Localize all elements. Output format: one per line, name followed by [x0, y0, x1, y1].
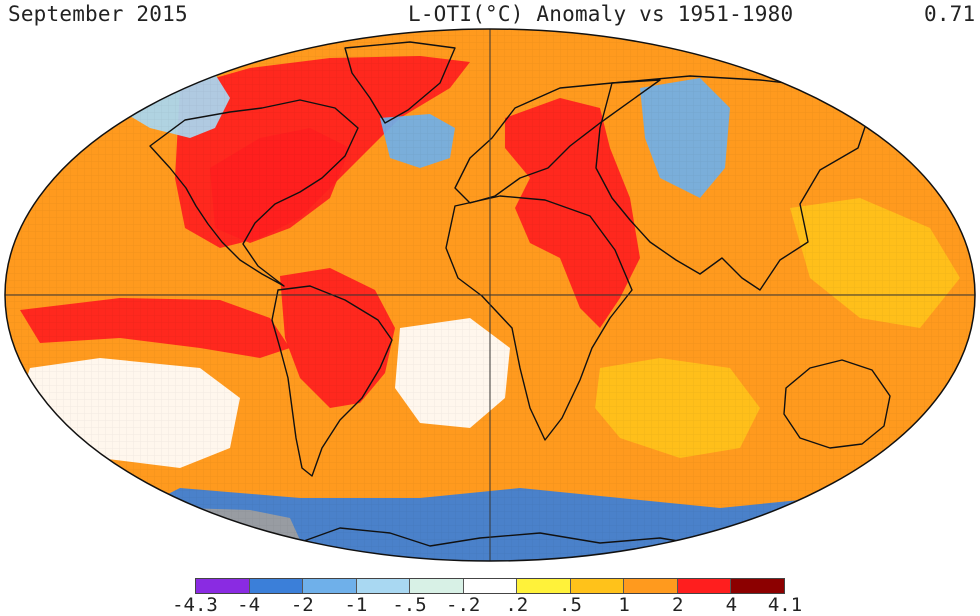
- globe-border: [4, 28, 976, 562]
- greenland-coast: [344, 41, 456, 124]
- map-subtitle: L-OTI(°C) Anomaly vs 1951-1980: [408, 2, 794, 26]
- africa-coast: [445, 195, 633, 441]
- legend-swatch: [463, 578, 518, 594]
- legend-swatch: [249, 578, 304, 594]
- map-title: September 2015: [8, 2, 188, 26]
- legend-swatch: [731, 578, 786, 594]
- legend-swatch: [356, 578, 411, 594]
- legend-tick-label: 2: [671, 594, 684, 616]
- south-america-coast: [271, 285, 393, 477]
- australia-coast: [783, 359, 891, 449]
- color-legend: [195, 578, 786, 594]
- legend-swatch: [303, 578, 357, 594]
- legend-tick-label: -1: [344, 594, 368, 616]
- legend-tick-label: .2: [505, 594, 529, 616]
- legend-tick-label: -4: [237, 594, 261, 616]
- legend-tick-label: -2: [290, 594, 314, 616]
- legend-tick-label: 1: [618, 594, 630, 616]
- europe-coast: [454, 79, 661, 204]
- legend-swatch: [410, 578, 464, 594]
- legend-tick-label: 4.1: [767, 594, 803, 616]
- north-america-coast: [149, 99, 359, 287]
- legend-tick-label: -.2: [446, 594, 481, 616]
- legend-swatch: [195, 578, 250, 594]
- legend-tick-label: -.5: [392, 594, 427, 616]
- global-mean-value: 0.71: [924, 2, 976, 26]
- anomaly-map: [4, 28, 976, 562]
- legend-swatch: [570, 578, 625, 594]
- legend-tick-label: 4: [725, 594, 738, 616]
- legend-tick-label: .5: [559, 594, 582, 616]
- legend-tick-label: -4.3: [172, 594, 218, 616]
- legend-swatch: [677, 578, 732, 594]
- legend-swatch: [624, 578, 678, 594]
- legend-swatch: [517, 578, 571, 594]
